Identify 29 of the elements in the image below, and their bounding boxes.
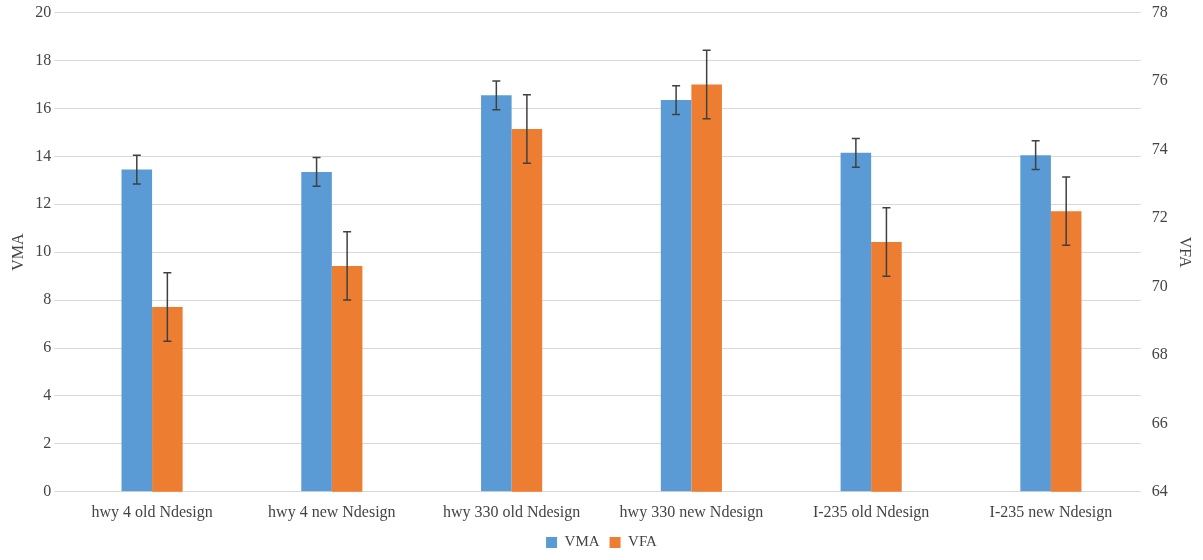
y2-tick-label: 76 — [1151, 71, 1168, 89]
y-tick-label: 8 — [43, 290, 52, 308]
y2-tick-label: 64 — [1151, 482, 1168, 499]
y2-tick-label: 72 — [1151, 208, 1168, 226]
y-tick-label: 4 — [43, 386, 52, 404]
y-tick-label: 20 — [35, 2, 52, 20]
x-tick-label: I-235 new Ndesign — [989, 502, 1113, 521]
x-tick-label: hwy 330 new Ndesign — [619, 502, 764, 521]
y-tick-label: 0 — [43, 482, 52, 499]
x-tick-label: hwy 4 new Ndesign — [268, 502, 396, 521]
y2-axis-title: VFA — [1177, 236, 1195, 269]
y-tick-label: 18 — [35, 50, 52, 68]
y2-tick-label: 70 — [1151, 276, 1168, 294]
y-tick-label: 10 — [35, 242, 52, 260]
y2-tick-label: 78 — [1151, 2, 1168, 20]
y-tick-label: 6 — [43, 338, 52, 356]
x-tick-label: I-235 old Ndesign — [812, 502, 930, 521]
y-tick-label: 2 — [43, 434, 52, 452]
y-axis-title: VMA — [8, 233, 26, 271]
legend-label: VFA — [628, 533, 658, 550]
x-tick-label: hwy 4 old Ndesign — [91, 502, 213, 521]
y2-tick-label: 68 — [1151, 345, 1168, 363]
y-tick-label: 14 — [35, 146, 52, 164]
y-tick-label: 12 — [35, 194, 52, 212]
x-tick-label: hwy 330 old Ndesign — [442, 502, 581, 521]
y-tick-label: 16 — [35, 98, 52, 116]
legend-label: VMA — [564, 533, 600, 550]
y2-tick-label: 66 — [1151, 413, 1168, 431]
y2-tick-label: 74 — [1151, 139, 1168, 157]
